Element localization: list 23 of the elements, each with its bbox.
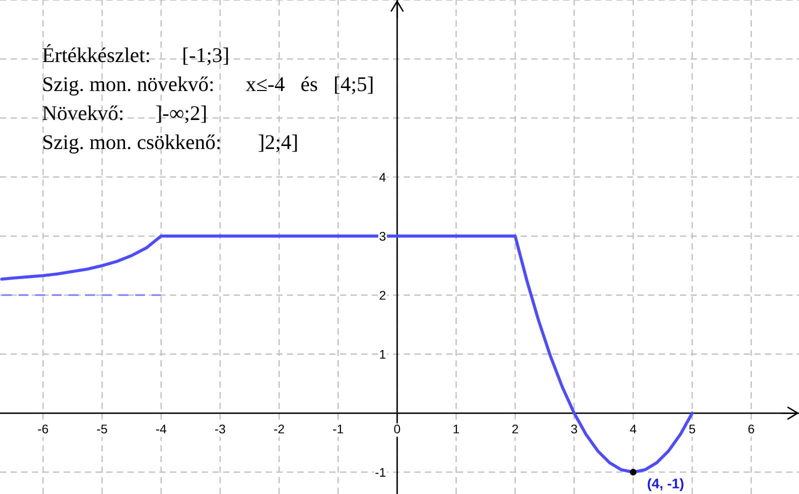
x-tick-label: 5 (689, 424, 696, 434)
x-tick-label: 4 (630, 424, 636, 434)
x-tick-label: 3 (571, 424, 578, 434)
y-tick-label: -1 (375, 468, 386, 477)
annotation: Értékkészlet: [-1;3] (42, 44, 228, 66)
annotation: Növekvő: ]-∞;2] (42, 106, 206, 124)
y-tick-label: 3 (380, 232, 386, 241)
annotation: (4, -1) (648, 478, 684, 492)
x-tick-label: -5 (97, 424, 108, 434)
x-tick-label: 1 (454, 424, 460, 434)
x-tick-label: 0 (394, 424, 400, 434)
x-tick-label: 6 (748, 424, 754, 434)
x-tick-label: -3 (215, 424, 226, 434)
x-tick-label: -1 (333, 424, 344, 434)
x-tick-label: -4 (156, 424, 166, 434)
x-tick-label: -2 (274, 424, 284, 434)
y-tick-label: 2 (380, 290, 386, 300)
y-tick-label: 1 (380, 350, 386, 359)
y-tick-label: 4 (379, 172, 386, 182)
annotation: Szig. mon. növekvő: x≤-4 és [4;5] (43, 76, 372, 96)
x-tick-label: -6 (38, 424, 48, 434)
x-tick-label: 2 (512, 424, 518, 434)
annotation: Szig. mon. csökkenő: ]2;4] (43, 134, 297, 154)
